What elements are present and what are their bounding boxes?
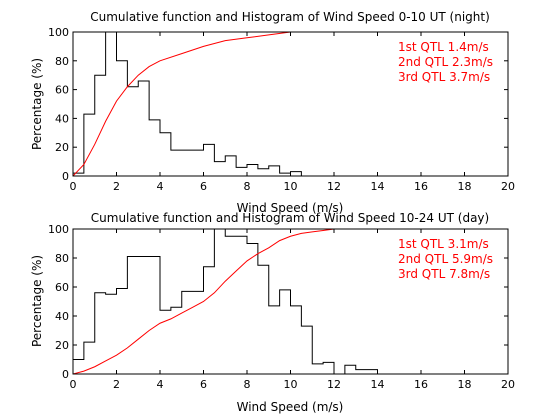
chart-night-xtick-label: 8 [244,180,251,193]
chart-night-cumulative-line [73,32,345,176]
chart-night-xtick-label: 14 [371,180,385,193]
chart-day-cumulative-line [73,229,356,374]
chart-night-xtick-label: 4 [157,180,164,193]
chart-day-xtick-label: 16 [414,378,428,391]
chart-night-xtick-label: 16 [414,180,428,193]
chart-day-qtl-3: 3rd QTL 7.8m/s [398,267,490,281]
chart-day-ytick-label: 100 [48,223,69,236]
chart-day-histogram [73,229,378,374]
chart-night-ytick-label: 60 [55,84,69,97]
chart-day-xtick-label: 12 [327,378,341,391]
chart-night: Cumulative function and Histogram of Win… [30,10,515,215]
chart-night-qtl-3: 3rd QTL 3.7m/s [398,70,490,84]
chart-night-quartiles: 1st QTL 1.4m/s 2nd QTL 2.3m/s 3rd QTL 3.… [398,40,493,84]
chart-night-ytick-label: 20 [55,141,69,154]
chart-day-xtick-label: 18 [458,378,472,391]
chart-day-xtick-label: 0 [70,378,77,391]
chart-day-xtick-label: 8 [244,378,251,391]
chart-night-xticks: 0 2 4 6 8 10 12 14 16 18 20 [70,32,515,193]
chart-night-xtick-label: 10 [284,180,298,193]
chart-day-ytick-label: 0 [62,368,69,381]
chart-night-ytick-label: 100 [48,26,69,39]
chart-day-ytick-label: 20 [55,339,69,352]
chart-night-histogram [73,32,302,176]
chart-day-ylabel: Percentage (%) [30,255,44,347]
chart-day-ytick-label: 80 [55,252,69,265]
chart-day-quartiles: 1st QTL 3.1m/s 2nd QTL 5.9m/s 3rd QTL 7.… [398,237,493,281]
chart-day-qtl-2: 2nd QTL 5.9m/s [398,252,493,266]
chart-night-ylabel: Percentage (%) [30,58,44,150]
chart-day-xlabel: Wind Speed (m/s) [237,400,344,414]
chart-day-cumulative [73,229,356,374]
chart-day-yticks: 0 20 40 60 80 100 [48,223,508,381]
chart-day-title: Cumulative function and Histogram of Win… [91,211,489,225]
chart-day-ytick-label: 40 [55,310,69,323]
chart-night-ytick-label: 80 [55,55,69,68]
chart-day-xtick-label: 4 [157,378,164,391]
chart-day-xticks: 0 2 4 6 8 10 12 14 16 18 20 [70,229,515,391]
chart-day-xtick-label: 2 [113,378,120,391]
chart-day-ytick-label: 60 [55,281,69,294]
chart-night-xtick-label: 18 [458,180,472,193]
chart-night-yticks: 0 20 40 60 80 100 [48,26,508,183]
chart-day-qtl-1: 1st QTL 3.1m/s [398,237,489,251]
chart-day-xtick-label: 10 [284,378,298,391]
chart-night-xtick-label: 20 [501,180,515,193]
chart-night-cumulative [73,32,345,176]
chart-night-xtick-label: 2 [113,180,120,193]
chart-night-qtl-1: 1st QTL 1.4m/s [398,40,489,54]
chart-night-xtick-label: 6 [200,180,207,193]
chart-night-histogram-line [73,32,302,176]
chart-night-title: Cumulative function and Histogram of Win… [90,10,490,24]
chart-day: Cumulative function and Histogram of Win… [30,211,515,414]
chart-day-xtick-label: 20 [501,378,515,391]
chart-night-ytick-label: 40 [55,112,69,125]
chart-day-histogram-line [73,229,378,374]
chart-night-xlabel: Wind Speed (m/s) [237,201,344,215]
chart-day-xtick-label: 6 [200,378,207,391]
chart-day-xtick-label: 14 [371,378,385,391]
chart-night-xtick-label: 12 [327,180,341,193]
chart-night-xtick-label: 0 [70,180,77,193]
chart-night-ytick-label: 0 [62,170,69,183]
chart-night-qtl-2: 2nd QTL 2.3m/s [398,55,493,69]
